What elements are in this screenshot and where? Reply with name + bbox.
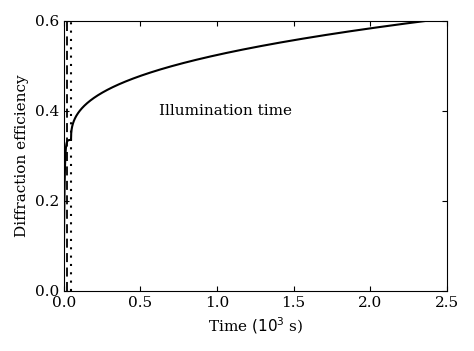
Text: Illumination time: Illumination time — [159, 104, 292, 118]
Y-axis label: Diffraction efficiency: Diffraction efficiency — [15, 74, 29, 237]
X-axis label: Time $(10^3$ s): Time $(10^3$ s) — [208, 315, 303, 336]
